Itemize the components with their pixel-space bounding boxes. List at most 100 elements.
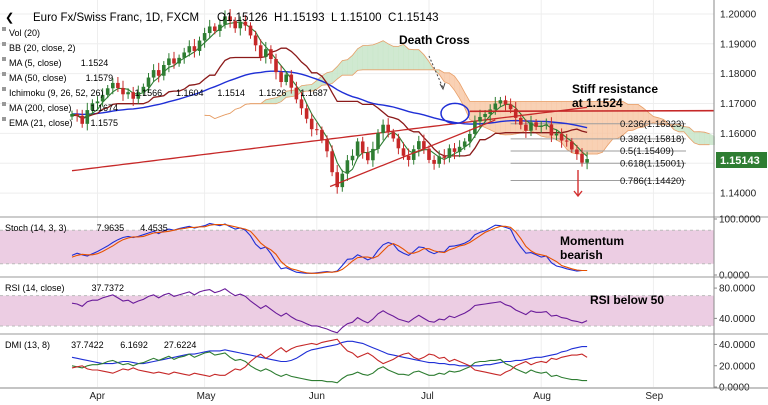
candle [529, 115, 533, 136]
cloud-segment [535, 101, 542, 137]
legend-item-name: MA (50, close) [9, 73, 67, 83]
chart-title: Euro Fx/Swiss Franc, 1D, FXCM [33, 12, 199, 24]
candle [248, 22, 253, 39]
candle [376, 129, 380, 154]
legend-eye-icon[interactable] [2, 117, 6, 121]
cloud-segment [341, 59, 348, 76]
candle [111, 78, 115, 95]
candle-body [100, 94, 105, 102]
candle-body [345, 160, 350, 174]
candle [121, 80, 125, 101]
candle-body [427, 148, 431, 160]
y-tick-label: 80.0000 [719, 284, 756, 295]
candle [197, 36, 202, 56]
legend-item-value: 1.1579 [86, 73, 114, 83]
candle-body [335, 172, 339, 188]
candle [146, 72, 151, 93]
legend-eye-icon[interactable] [2, 57, 6, 61]
legend-eye-icon[interactable] [2, 102, 6, 106]
candle-body [498, 100, 503, 104]
candle [478, 109, 482, 129]
candle [243, 15, 248, 31]
candle-body [396, 138, 401, 149]
candle [452, 143, 457, 160]
candle [126, 88, 130, 99]
cloud-segment [540, 101, 547, 138]
candle-body [269, 49, 273, 60]
legend-item-value: 1.1575 [91, 118, 119, 128]
candle [570, 138, 574, 153]
candle [406, 148, 411, 167]
candle [498, 96, 503, 107]
candle-body [136, 92, 141, 99]
cloud-segment [362, 45, 369, 71]
collapse-legend-icon[interactable]: ❮ [5, 12, 14, 24]
candle-body [330, 151, 334, 173]
dmi-value: 27.6224 [164, 340, 197, 350]
legend-eye-icon[interactable] [2, 72, 6, 76]
candle-body [360, 141, 365, 153]
candle [371, 141, 375, 167]
legend-item-value: 1.1526 [259, 88, 287, 98]
candle-body [197, 40, 202, 51]
candle-body [575, 149, 579, 154]
candle-body [223, 16, 227, 25]
legend-item-value: 1.1604 [176, 88, 204, 98]
candle-body [468, 133, 472, 142]
ohlc-key: O [217, 12, 226, 24]
resistance-line[interactable] [469, 109, 715, 113]
candle [534, 119, 538, 131]
legend-eye-icon[interactable] [2, 87, 6, 91]
candle [269, 45, 273, 64]
legend-item-value: 1.1566 [135, 88, 163, 98]
y-tick-label: 40.0000 [719, 314, 756, 325]
dmi-value: 37.7422 [71, 340, 104, 350]
y-tick-label: 1.14000 [720, 189, 757, 200]
candle-body [447, 148, 452, 158]
ma-50-line [72, 70, 588, 129]
candle-body [371, 148, 375, 161]
candle [264, 41, 268, 64]
ohlc-key: L [331, 12, 338, 24]
support-trendline[interactable] [329, 119, 496, 188]
candle [564, 133, 569, 147]
candle [427, 145, 431, 164]
legend-item-name: BB (20, close, 2) [9, 43, 76, 53]
candle [335, 164, 339, 194]
candle-body [182, 52, 186, 58]
candle [258, 39, 263, 61]
y-tick-label: 1.20000 [720, 9, 757, 20]
legend-eye-icon[interactable] [2, 42, 6, 46]
senkou-span-b-line [204, 69, 710, 146]
y-tick-label: 1.18000 [720, 69, 757, 80]
candle [172, 51, 176, 69]
dmi-value: 6.1692 [120, 340, 148, 350]
candle [539, 121, 543, 133]
candle-body [207, 26, 212, 34]
candle-body [534, 122, 538, 127]
candle-body [243, 21, 248, 26]
candle-body [432, 159, 436, 164]
candle [340, 169, 345, 192]
candle-body [304, 108, 309, 119]
stiff-resistance-annotation-line2: at 1.1524 [572, 96, 623, 110]
candle [136, 85, 141, 104]
candle [462, 138, 467, 151]
cloud-segment [698, 131, 705, 145]
candle [503, 95, 508, 111]
candle-body [325, 139, 329, 152]
candle [105, 85, 110, 99]
candle-body [228, 16, 232, 22]
candle-body [95, 101, 100, 104]
legend-item-value: 1.1687 [300, 88, 328, 98]
candle-body [279, 72, 283, 83]
candle-body [391, 132, 396, 139]
x-tick-label: May [197, 391, 216, 402]
legend-eye-icon[interactable] [2, 27, 6, 31]
ohlc-value: 1.15143 [397, 12, 439, 24]
candle [294, 81, 299, 104]
candle-body [213, 26, 217, 31]
cloud-segment [377, 40, 384, 71]
fib-level-label: 0.382(1.15818) [620, 134, 684, 145]
candle-body [233, 21, 237, 29]
